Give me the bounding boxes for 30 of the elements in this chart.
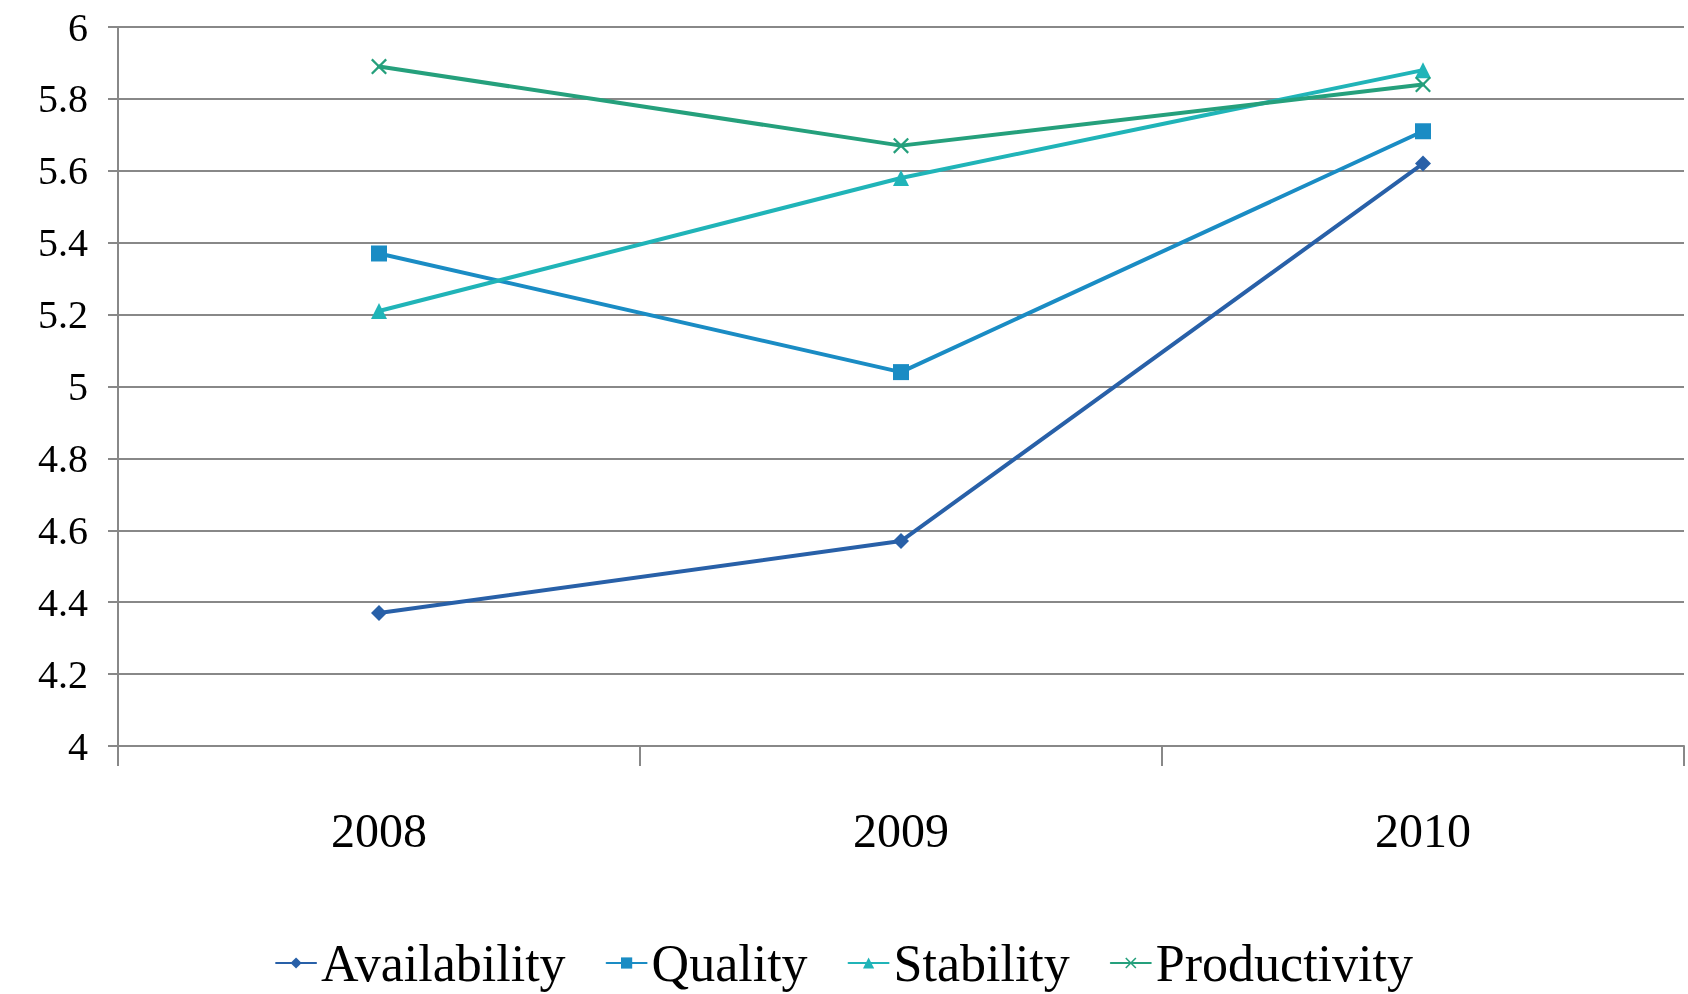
point xyxy=(1415,123,1431,140)
y-tick-label: 5.2 xyxy=(38,292,88,338)
y-tick-label: 6 xyxy=(68,4,88,50)
point xyxy=(371,245,387,262)
legend-label: Productivity xyxy=(1155,934,1413,992)
legend-label: Quality xyxy=(651,934,808,992)
point xyxy=(1415,155,1431,172)
x-tick-label: 2008 xyxy=(331,803,427,857)
point xyxy=(1415,62,1431,79)
legend-label: Stability xyxy=(893,934,1070,992)
point xyxy=(371,58,387,75)
point xyxy=(893,533,909,550)
legend-label: Availability xyxy=(321,934,566,992)
y-tick-label: 4 xyxy=(68,723,88,769)
x-tick-label: 2009 xyxy=(853,803,949,857)
point xyxy=(893,169,909,186)
point xyxy=(893,137,909,154)
y-tick-label: 5.6 xyxy=(38,148,88,194)
y-tick-label: 5.4 xyxy=(38,220,88,266)
point xyxy=(371,303,387,320)
point xyxy=(1415,76,1431,93)
point xyxy=(371,604,387,621)
y-tick-label: 4.4 xyxy=(38,579,88,625)
y-tick-label: 4.8 xyxy=(38,435,88,481)
y-tick-label: 4.2 xyxy=(38,651,88,697)
y-tick-label: 5.8 xyxy=(38,76,88,122)
point xyxy=(893,364,909,381)
x-tick-label: 2010 xyxy=(1375,803,1471,857)
y-tick-label: 5 xyxy=(68,364,88,409)
y-tick-label: 4.6 xyxy=(38,507,88,553)
